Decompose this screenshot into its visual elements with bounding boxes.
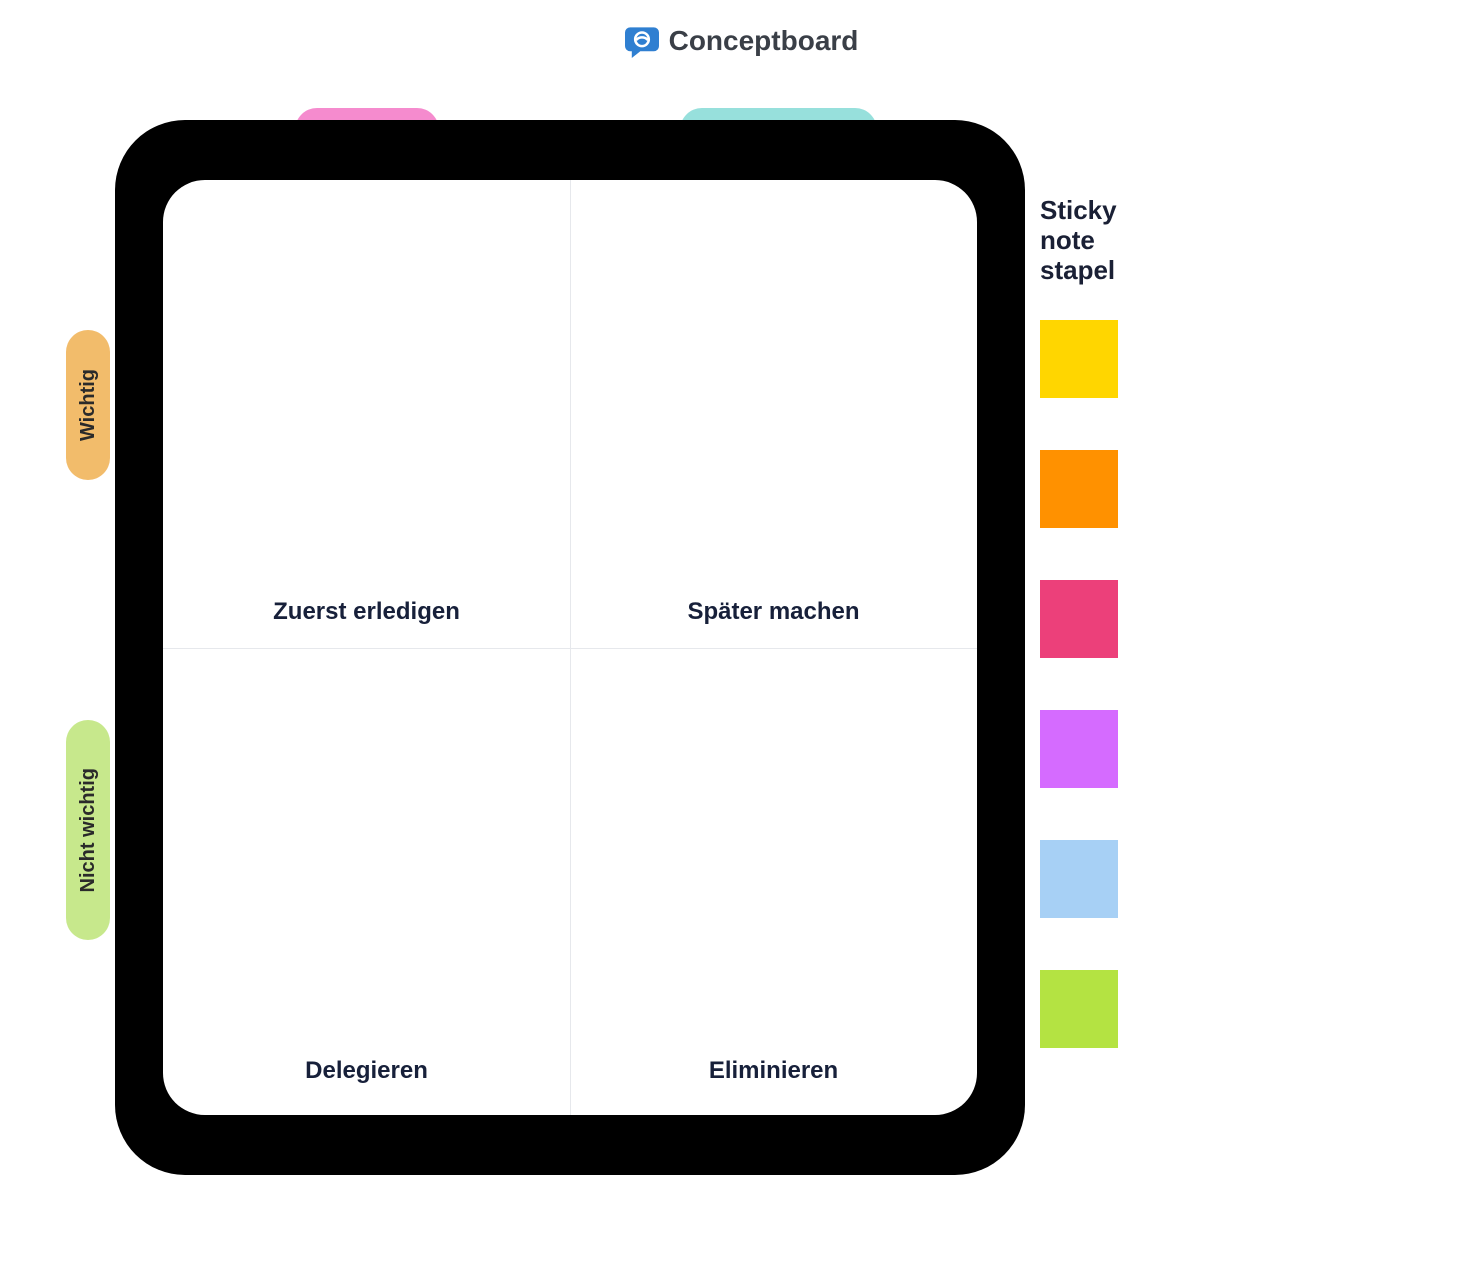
row-label-important: Wichtig (66, 330, 110, 480)
sticky-swatch[interactable] (1040, 840, 1118, 918)
quadrant-label-eliminate: Eliminieren (570, 1057, 977, 1085)
brand: Conceptboard (0, 24, 1483, 58)
sticky-swatch[interactable] (1040, 320, 1118, 398)
sticky-swatch[interactable] (1040, 450, 1118, 528)
conceptboard-logo-icon (625, 24, 659, 58)
sticky-swatch[interactable] (1040, 580, 1118, 658)
sticky-note-stack-title: Sticky note stapel (1040, 196, 1117, 286)
sticky-swatch[interactable] (1040, 970, 1118, 1048)
brand-name: Conceptboard (669, 25, 859, 57)
quadrant-label-do-first: Zuerst erledigen (163, 598, 570, 626)
sticky-swatch[interactable] (1040, 710, 1118, 788)
row-label-not-important: Nicht wichtig (66, 720, 110, 940)
quadrant-label-do-later: Später machen (570, 598, 977, 626)
quadrant-label-delegate: Delegieren (163, 1057, 570, 1085)
matrix-inner[interactable]: Zuerst erledigen Später machen Delegiere… (163, 180, 977, 1115)
eisenhower-matrix-frame: Zuerst erledigen Später machen Delegiere… (115, 120, 1025, 1175)
matrix-divider-horizontal (163, 648, 977, 649)
